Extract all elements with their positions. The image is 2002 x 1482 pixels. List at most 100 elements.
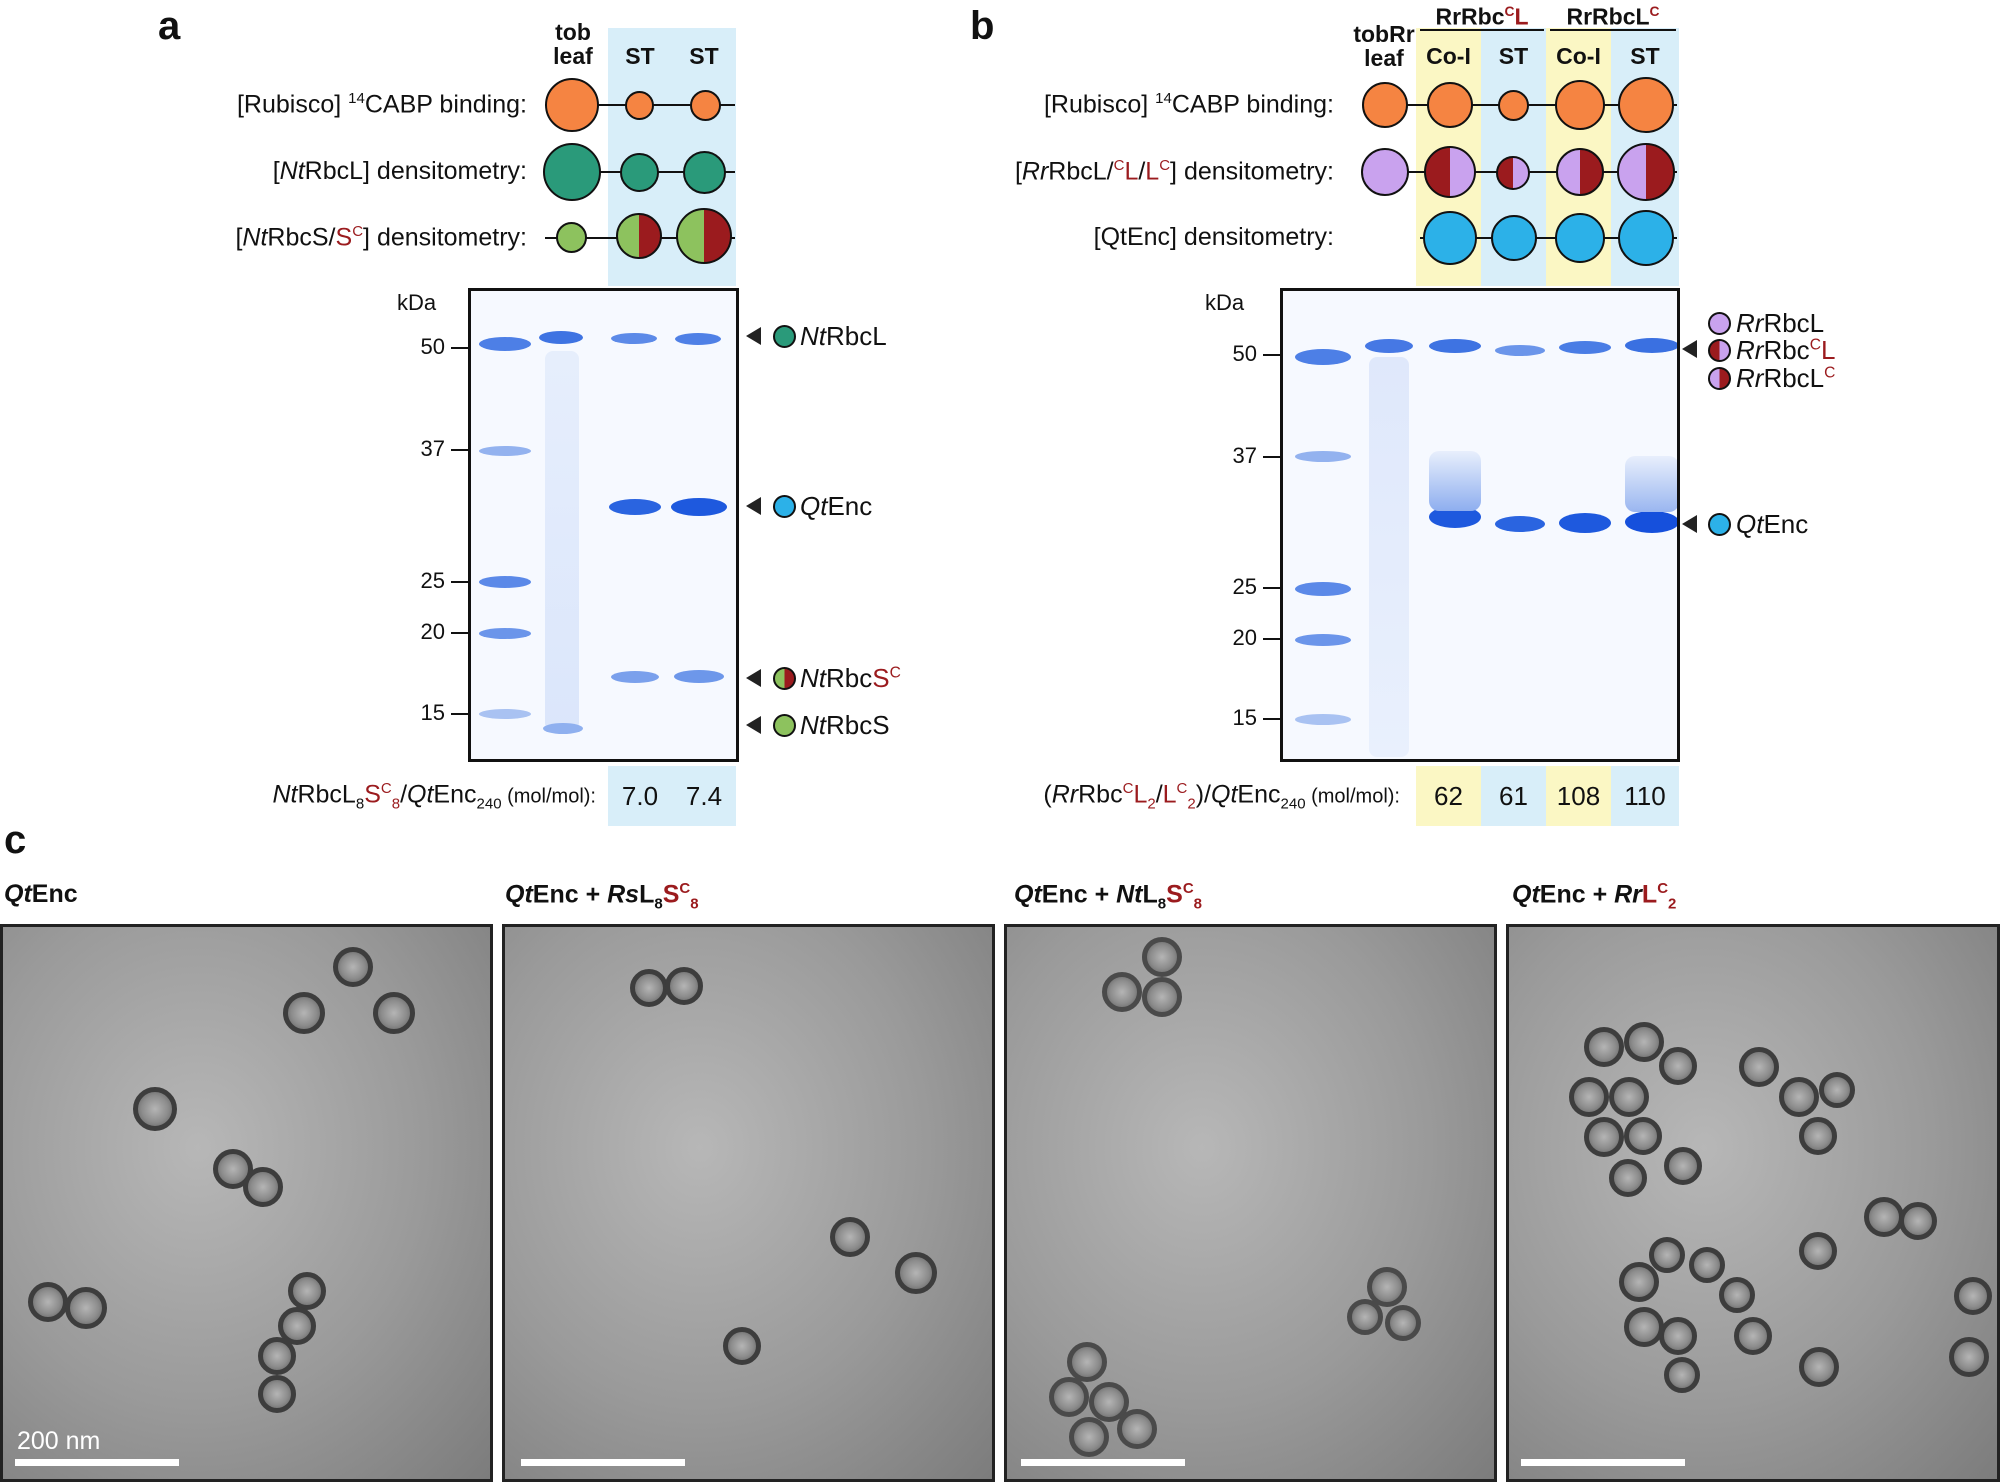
group-label-rrrbccl: RrRbcCL — [1435, 3, 1529, 30]
scale-bar-2 — [521, 1459, 685, 1466]
lane-header-tobrr-leaf: tobRr leaf — [1353, 21, 1415, 71]
ratio-b-st-1-shading — [1481, 766, 1546, 826]
lane-header-st-1: ST — [625, 43, 655, 69]
rr-circle-coi-2 — [1556, 148, 1604, 196]
panel-c-label: c — [4, 818, 27, 862]
mw-25-a: 25 — [420, 568, 445, 593]
lane-header-st-b-2: ST — [1630, 43, 1660, 69]
ratio-b-coi-1: 62 — [1434, 781, 1463, 811]
lane-header-st-2: ST — [689, 43, 719, 69]
ratio-b-st-1: 61 — [1499, 781, 1528, 811]
qtenc-circle-st-b-1 — [1491, 215, 1537, 261]
em-title-2: QtEnc + RsL8SC8 — [505, 880, 699, 913]
row-label-cabp-binding-b: [Rubisco] 14CABP binding: — [1043, 90, 1334, 119]
binding-circle-tobrr — [1362, 82, 1408, 128]
qtenc-circle-coi-1 — [1423, 211, 1477, 265]
annot-qtenc-b: QtEnc — [1736, 509, 1809, 539]
mw-50-a: 50 — [420, 334, 445, 359]
ratio-b-coi-1-shading — [1416, 766, 1481, 826]
annot-qtenc-a: QtEnc — [800, 491, 873, 521]
qtenc-marker-dot-a — [773, 495, 796, 518]
group-line-rrrbccl — [1420, 29, 1544, 31]
ntrbcs-circle-tob — [556, 222, 587, 253]
mw-15-a: 15 — [420, 700, 445, 725]
ntrbcsc-marker-dot — [773, 667, 796, 690]
tick-25-a — [451, 581, 468, 583]
rr-circle-st-b-2 — [1617, 143, 1675, 201]
gel-b — [1280, 288, 1680, 762]
row-line-qtenc-b — [1420, 237, 1677, 239]
em-title-4: QtEnc + RrLC2 — [1512, 880, 1677, 913]
ntrbcs-marker-dot — [773, 714, 796, 737]
ntrbcs-circle-st-1 — [616, 213, 662, 259]
panel-b-label: b — [970, 4, 995, 48]
tick-20-a — [451, 632, 468, 634]
arrow-rrrbcl-b — [1682, 340, 1697, 358]
mw-20-a: 20 — [420, 619, 445, 644]
tick-37-b — [1263, 456, 1280, 458]
ratio-b-coi-2-shading — [1546, 766, 1611, 826]
lane-header-tob-leaf: tob leaf — [553, 19, 593, 69]
mw-37-a: 37 — [420, 436, 445, 461]
arrow-ntrbcsc — [746, 669, 761, 687]
tick-15-b — [1263, 718, 1280, 720]
em-title-3: QtEnc + NtL8SC8 — [1014, 880, 1203, 913]
mw-37-b: 37 — [1232, 443, 1257, 468]
tick-20-b — [1263, 638, 1280, 640]
ratio-b-coi-2: 108 — [1556, 781, 1601, 811]
scale-bar — [15, 1459, 179, 1466]
annot-rrrbclc: RrRbcLC — [1736, 363, 1836, 393]
lane-header-coi-1: Co-I — [1426, 43, 1471, 69]
row-label-ntrbcl-densitometry: [NtRbcL] densitometry: — [272, 157, 527, 185]
gel-a — [468, 288, 739, 762]
ntrbcs-circle-st-2 — [676, 208, 732, 264]
row-label-cabp-binding: [Rubisco] 14CABP binding: — [236, 90, 527, 119]
panel-a-label: a — [158, 4, 181, 48]
em-image-qtenc-rs — [502, 924, 995, 1482]
ntrbcl-circle-tob — [543, 143, 601, 201]
ratio-a-st-1: 7.0 — [621, 781, 659, 811]
tick-15-a — [451, 713, 468, 715]
em-title-1: QtEnc — [4, 880, 78, 908]
binding-circle-st-2 — [690, 90, 721, 121]
qtenc-circle-coi-2 — [1555, 213, 1605, 263]
qtenc-marker-dot-b — [1708, 513, 1731, 536]
tick-50-a — [451, 347, 468, 349]
row-label-ntrbcs-densitometry: [NtRbcS/SC] densitometry: — [235, 223, 527, 252]
rrrbccl-marker-dot — [1708, 339, 1731, 362]
lane-header-coi-2: Co-I — [1556, 43, 1601, 69]
mw-15-b: 15 — [1232, 705, 1257, 730]
mw-50-b: 50 — [1232, 341, 1257, 366]
em-image-qtenc: 200 nm — [0, 924, 493, 1482]
ntrbcl-circle-st-1 — [620, 153, 659, 192]
rrrbclc-marker-dot — [1708, 367, 1731, 390]
scale-bar-3 — [1021, 1459, 1185, 1466]
annot-ntrbcl: NtRbcL — [800, 321, 887, 351]
em-image-qtenc-rr — [1506, 924, 2000, 1482]
ratio-label-b: (RrRbcCL2/LC2)/QtEnc240 (mol/mol): — [1043, 780, 1400, 813]
em-image-qtenc-nt — [1004, 924, 1497, 1482]
ntrbcl-marker-dot — [773, 325, 796, 348]
annot-ntrbcsc: NtRbcSC — [800, 663, 901, 693]
ratio-b-st-2: 110 — [1624, 781, 1666, 811]
tick-25-b — [1263, 587, 1280, 589]
arrow-qtenc-a — [746, 497, 761, 515]
ratio-label-a: NtRbcL8SC8/QtEnc240 (mol/mol): — [272, 780, 596, 813]
ratio-b-st-2-shading — [1611, 766, 1679, 826]
lane-header-st-b-1: ST — [1498, 43, 1529, 69]
kda-label-a: kDa — [397, 290, 437, 315]
tick-37-a — [451, 449, 468, 451]
binding-circle-st-1 — [625, 91, 654, 120]
group-line-rrrbclc — [1550, 29, 1676, 31]
annot-rrrbccl: RrRbcCL — [1736, 335, 1836, 365]
arrow-qtenc-b — [1682, 515, 1697, 533]
binding-circle-st-b-1 — [1498, 90, 1529, 121]
mw-25-b: 25 — [1232, 574, 1257, 599]
rr-circle-coi-1 — [1424, 146, 1476, 198]
panel-a-ratio-shading — [608, 766, 736, 826]
binding-circle-coi-1 — [1427, 82, 1473, 128]
group-label-rrrbclc: RrRbcLC — [1566, 3, 1660, 30]
rr-circle-tobrr — [1361, 148, 1409, 196]
qtenc-circle-st-b-2 — [1618, 210, 1674, 266]
row-label-rrrbcl-densitometry: [RrRbcL/CL/LC] densitometry: — [1014, 157, 1334, 186]
